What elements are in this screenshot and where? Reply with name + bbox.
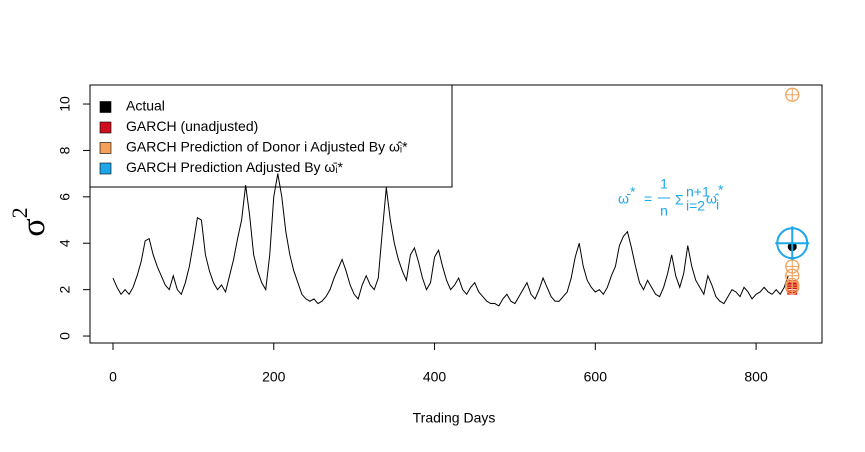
- y-tick-label: 10: [57, 96, 73, 112]
- formula-sum: Σ: [675, 192, 684, 208]
- legend-label: Actual: [126, 98, 165, 114]
- y-axis-label-sup: 2: [7, 207, 32, 218]
- legend-swatch: [99, 101, 112, 113]
- formula-den: n: [660, 203, 668, 219]
- formula-lower: i=2: [686, 198, 705, 214]
- adjusted-point: [775, 226, 810, 261]
- formula-annotation: ω̄ * =1nΣ n+1i=2 ω̂ i*: [618, 176, 724, 219]
- legend-swatch: [99, 162, 112, 175]
- x-tick-label: 0: [109, 369, 117, 385]
- y-axis-label-main: σ: [15, 218, 52, 236]
- x-tick-label: 400: [423, 369, 447, 385]
- y-tick-label: 8: [57, 146, 73, 154]
- y-tick-label: 4: [57, 239, 73, 247]
- formula-upper: n+1: [686, 184, 710, 200]
- plot-frame: [89, 84, 823, 344]
- legend-swatch: [99, 121, 112, 134]
- legend-label: GARCH Prediction Adjusted By ω̄ᵢ*: [126, 159, 344, 175]
- formula-lhs-sup: *: [630, 184, 636, 200]
- formula-term-sup: *: [718, 182, 724, 198]
- legend-box: [89, 84, 453, 188]
- formula-lhs: ω̄: [618, 191, 631, 207]
- series-line: [112, 173, 789, 307]
- legend-label: GARCH (unadjusted): [126, 118, 258, 134]
- legend-swatch: [99, 142, 112, 154]
- y-tick-label: 6: [57, 193, 73, 201]
- x-tick-label: 200: [262, 369, 286, 385]
- formula-num: 1: [660, 176, 668, 192]
- donor-point: [785, 280, 800, 295]
- y-axis-label: σ2: [7, 207, 52, 236]
- formula-eq: =: [644, 191, 652, 207]
- x-tick-label: 800: [744, 369, 768, 385]
- y-tick-label: 0: [57, 332, 73, 340]
- x-tick-label: 600: [584, 369, 608, 385]
- formula-term: ω̂: [706, 191, 720, 207]
- donor-point: [785, 87, 800, 102]
- formula-term-sub: i: [716, 197, 719, 213]
- x-axis-label: Trading Days: [413, 410, 496, 426]
- y-tick-label: 2: [57, 286, 73, 294]
- legend-label: GARCH Prediction of Donor i Adjusted By …: [126, 139, 408, 155]
